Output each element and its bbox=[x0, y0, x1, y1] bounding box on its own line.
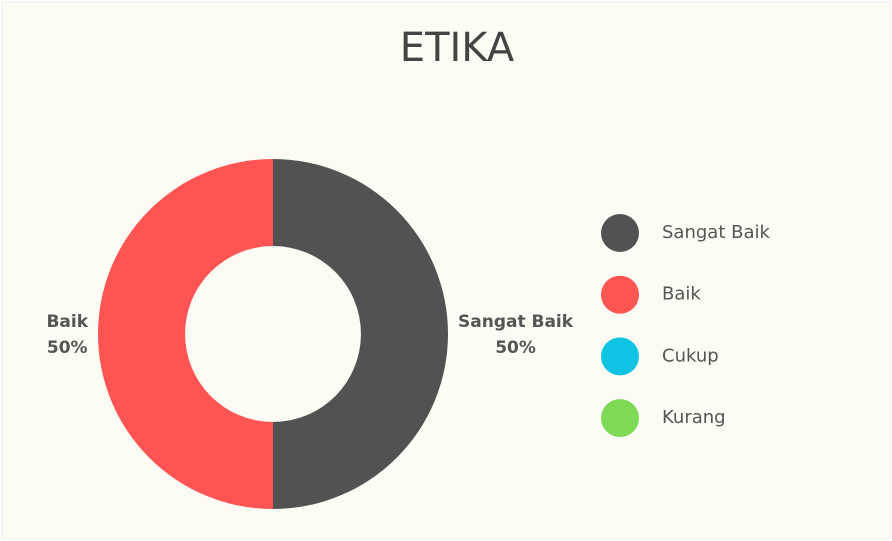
legend-label: Cukup bbox=[662, 345, 719, 366]
slice-value-label: 50% bbox=[495, 338, 536, 358]
legend-label: Baik bbox=[662, 284, 701, 305]
slice-label: Sangat Baik bbox=[458, 312, 574, 332]
chart-title: ETIKA bbox=[400, 25, 515, 71]
legend-swatch bbox=[601, 275, 639, 314]
legend-label: Sangat Baik bbox=[662, 222, 770, 243]
slice-label: Baik bbox=[46, 312, 88, 332]
donut-slice bbox=[273, 159, 448, 509]
legend-swatch bbox=[601, 214, 639, 252]
legend-label: Kurang bbox=[662, 407, 726, 428]
legend-swatch bbox=[601, 337, 639, 376]
legend-swatch bbox=[601, 399, 639, 438]
donut-slice bbox=[98, 159, 273, 509]
slice-value-label: 50% bbox=[47, 338, 88, 358]
